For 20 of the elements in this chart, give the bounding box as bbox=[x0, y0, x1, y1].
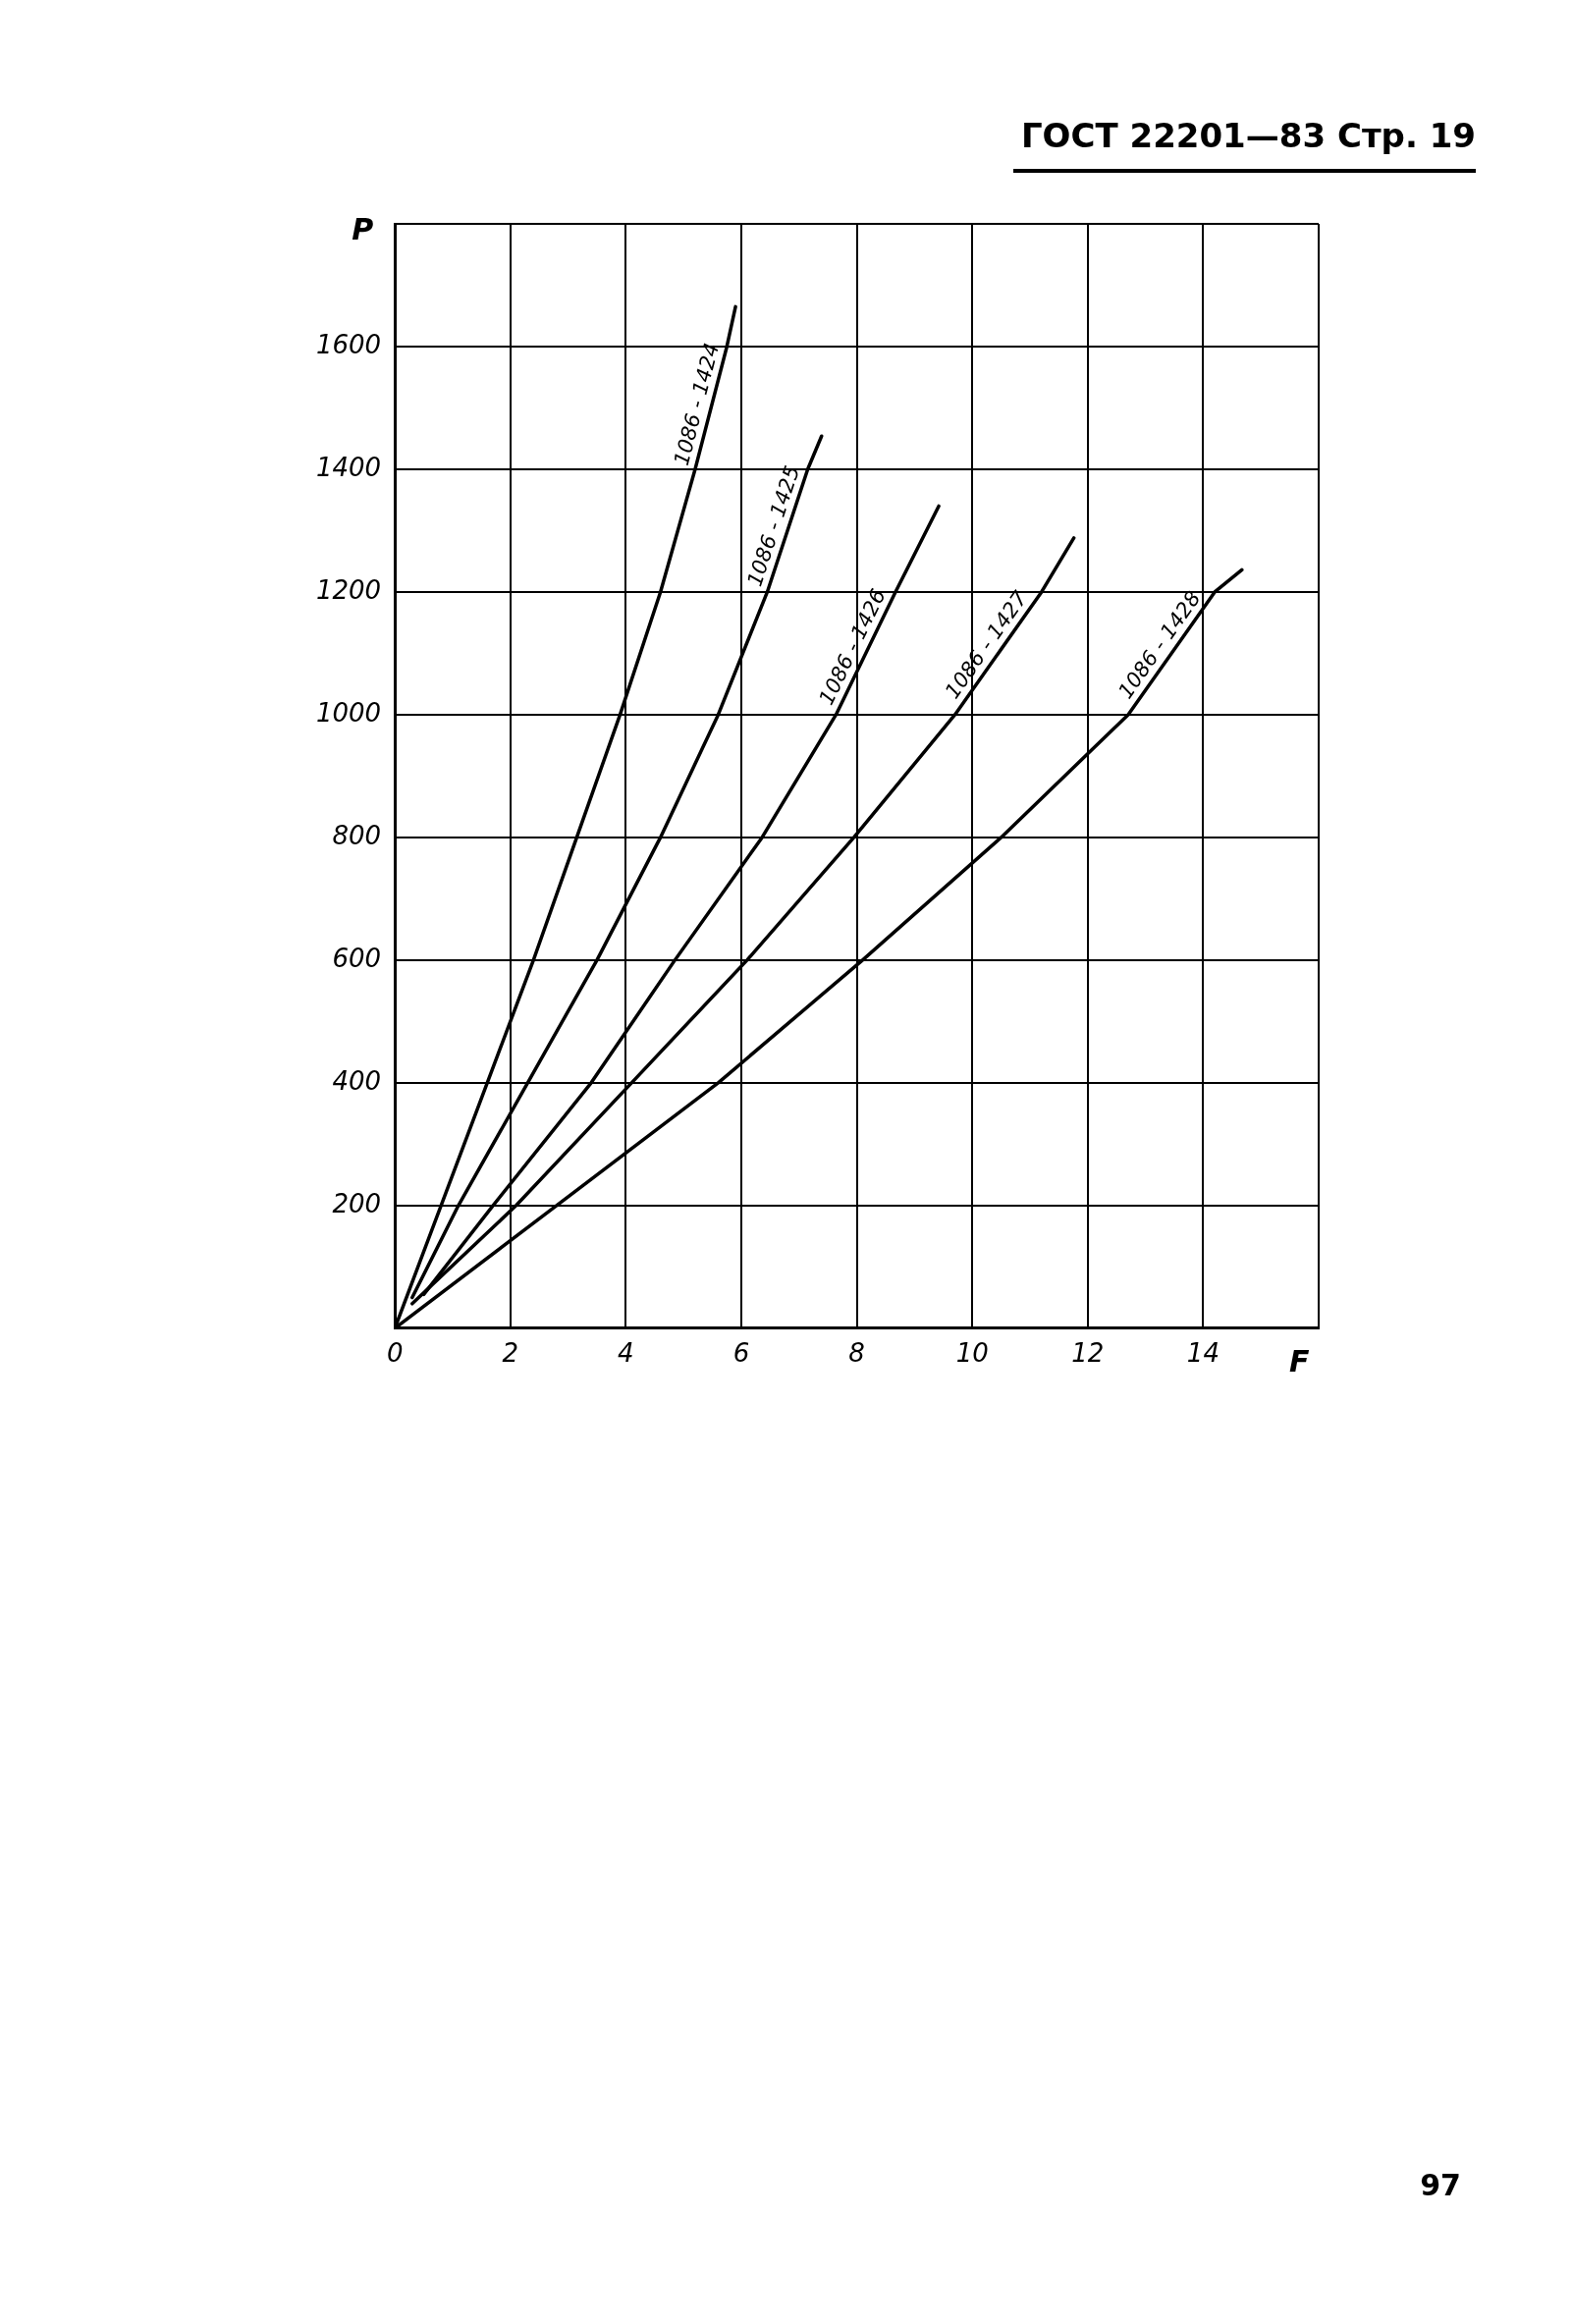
y-tick-label: 1200 bbox=[316, 574, 382, 605]
y-axis-title: P bbox=[352, 211, 374, 246]
x-tick-label: 8 bbox=[848, 1338, 865, 1369]
text: 97 bbox=[1420, 2168, 1461, 2202]
y-tick-label: 1400 bbox=[316, 452, 382, 482]
y-tick-label: 400 bbox=[332, 1065, 382, 1096]
x-axis-title: F bbox=[1289, 1343, 1310, 1378]
x-tick-label: 2 bbox=[502, 1338, 519, 1369]
x-tick-label: 4 bbox=[618, 1338, 634, 1369]
x-tick-label: 10 bbox=[955, 1338, 989, 1369]
y-tick-label: 200 bbox=[332, 1188, 382, 1218]
x-tick-label: 0 bbox=[386, 1338, 404, 1369]
y-tick-label: 600 bbox=[332, 943, 382, 973]
y-tick-label: 1600 bbox=[316, 329, 382, 359]
y-tick-label: 1000 bbox=[316, 697, 382, 728]
x-tick-label: 6 bbox=[732, 1338, 750, 1369]
chart-title: ГОСТ 22201—83 Стр. 19 bbox=[1012, 116, 1476, 173]
y-tick-label: 800 bbox=[332, 820, 382, 850]
x-tick-label: 14 bbox=[1186, 1338, 1220, 1369]
x-tick-label: 12 bbox=[1071, 1338, 1105, 1369]
